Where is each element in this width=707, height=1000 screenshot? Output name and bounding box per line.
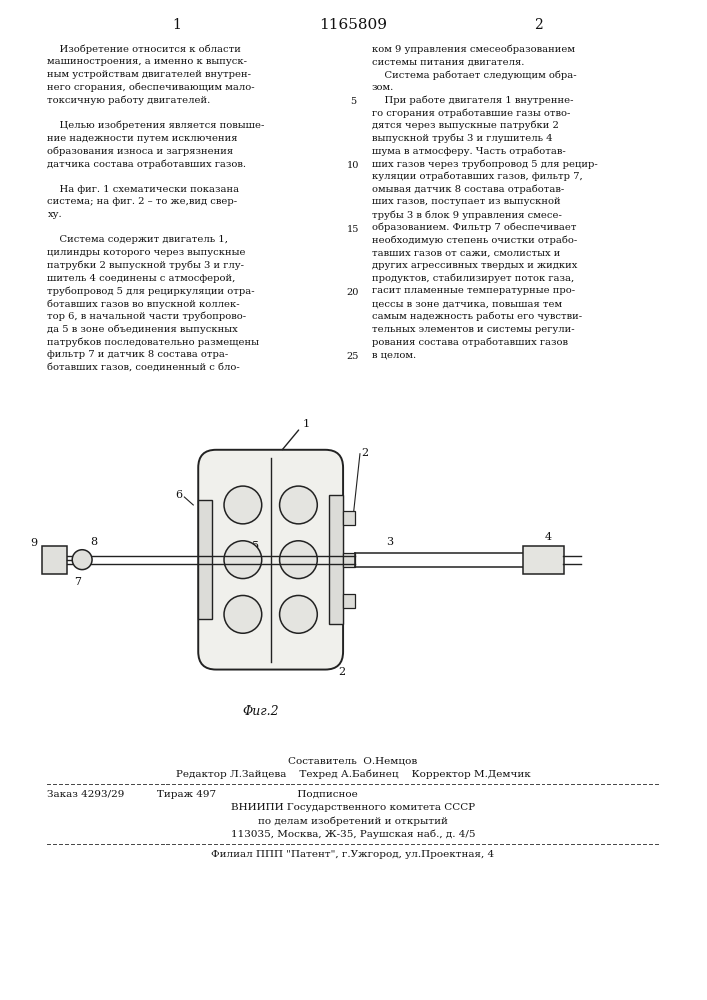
Text: машиностроения, а именно к выпуск-: машиностроения, а именно к выпуск- [47, 57, 247, 66]
Text: Заказ 4293/29          Тираж 497                         Подписное: Заказ 4293/29 Тираж 497 Подписное [47, 790, 358, 799]
Text: ших газов через трубопровод 5 для рецир-: ших газов через трубопровод 5 для рецир- [372, 159, 597, 169]
Text: патрубков последовательно размещены: патрубков последовательно размещены [47, 337, 259, 347]
Bar [329, 495, 343, 624]
Text: 113035, Москва, Ж-35, Раушская наб., д. 4/5: 113035, Москва, Ж-35, Раушская наб., д. … [230, 829, 475, 839]
Circle shape [279, 541, 317, 579]
Text: трубы 3 в блок 9 управления смесе-: трубы 3 в блок 9 управления смесе- [372, 210, 562, 220]
Text: 2: 2 [338, 667, 345, 677]
Text: токсичную работу двигателей.: токсичную работу двигателей. [47, 95, 211, 105]
Text: Изобретение относится к области: Изобретение относится к области [47, 45, 241, 54]
Text: ным устройствам двигателей внутрен-: ным устройствам двигателей внутрен- [47, 70, 252, 79]
Text: 5: 5 [350, 97, 356, 106]
Text: трубопровод 5 для рециркуляции отра-: трубопровод 5 для рециркуляции отра- [47, 286, 255, 296]
Text: ние надежности путем исключения: ние надежности путем исключения [47, 134, 238, 143]
Text: системы питания двигателя.: системы питания двигателя. [372, 57, 524, 66]
Text: омывая датчик 8 состава отработав-: омывая датчик 8 состава отработав- [372, 185, 564, 194]
Text: Редактор Л.Зайцева    Техред А.Бабинец    Корректор М.Демчик: Редактор Л.Зайцева Техред А.Бабинец Корр… [175, 769, 530, 779]
Text: шитель 4 соединены с атмосферой,: шитель 4 соединены с атмосферой, [47, 274, 236, 283]
Text: система; на фиг. 2 – то же,вид свер-: система; на фиг. 2 – то же,вид свер- [47, 197, 238, 206]
Text: го сгорания отработавшие газы отво-: го сгорания отработавшие газы отво- [372, 108, 571, 118]
Circle shape [72, 550, 92, 570]
Text: самым надежность работы его чувстви-: самым надежность работы его чувстви- [372, 312, 582, 321]
Circle shape [224, 486, 262, 524]
Text: 20: 20 [347, 288, 359, 297]
Text: дятся через выпускные патрубки 2: дятся через выпускные патрубки 2 [372, 121, 559, 130]
Text: При работе двигателя 1 внутренне-: При работе двигателя 1 внутренне- [372, 95, 573, 105]
Text: 1165809: 1165809 [319, 18, 387, 32]
Text: 9: 9 [30, 538, 37, 548]
Bar [343, 553, 355, 567]
Text: 3: 3 [386, 537, 393, 547]
Text: патрубки 2 выпускной трубы 3 и глу-: патрубки 2 выпускной трубы 3 и глу- [47, 261, 245, 270]
Text: Φиг.2: Φиг.2 [243, 705, 279, 718]
Text: ком 9 управления смесеобразованием: ком 9 управления смесеобразованием [372, 45, 575, 54]
Text: 10: 10 [347, 161, 359, 170]
Text: ху.: ху. [47, 210, 62, 219]
Text: выпускной трубы 3 и глушитель 4: выпускной трубы 3 и глушитель 4 [372, 134, 552, 143]
Text: Филиал ППП "Патент", г.Ужгород, ул.Проектная, 4: Филиал ППП "Патент", г.Ужгород, ул.Проек… [211, 850, 495, 859]
Text: зом.: зом. [372, 83, 394, 92]
Text: образования износа и загрязнения: образования износа и загрязнения [47, 146, 233, 156]
Text: 5: 5 [252, 541, 259, 551]
Text: гасит пламенные температурные про-: гасит пламенные температурные про- [372, 286, 575, 295]
Text: него сгорания, обеспечивающим мало-: него сгорания, обеспечивающим мало- [47, 83, 255, 92]
Text: 1: 1 [303, 419, 310, 429]
Text: тавших газов от сажи, смолистых и: тавших газов от сажи, смолистых и [372, 248, 560, 257]
Circle shape [224, 595, 262, 633]
Text: датчика состава отработавших газов.: датчика состава отработавших газов. [47, 159, 247, 169]
Text: 6: 6 [175, 490, 182, 500]
Text: продуктов, стабилизирует поток газа,: продуктов, стабилизирует поток газа, [372, 274, 574, 283]
Text: Составитель  О.Немцов: Составитель О.Немцов [288, 757, 418, 766]
Text: ВНИИПИ Государственного комитета СССР: ВНИИПИ Государственного комитета СССР [231, 803, 475, 812]
Text: тор 6, в начальной части трубопрово-: тор 6, в начальной части трубопрово- [47, 312, 247, 321]
Bar [198, 500, 212, 619]
Text: Целью изобретения является повыше-: Целью изобретения является повыше- [47, 121, 265, 130]
Text: ботавших газов во впускной коллек-: ботавших газов во впускной коллек- [47, 299, 240, 309]
Text: шума в атмосферу. Часть отработав-: шума в атмосферу. Часть отработав- [372, 146, 566, 156]
Text: 15: 15 [347, 225, 359, 234]
Text: куляции отработавших газов, фильтр 7,: куляции отработавших газов, фильтр 7, [372, 172, 583, 181]
Text: ботавших газов, соединенный с бло-: ботавших газов, соединенный с бло- [47, 363, 240, 372]
Text: 2: 2 [534, 18, 543, 32]
Text: да 5 в зоне объединения выпускных: да 5 в зоне объединения выпускных [47, 325, 238, 334]
Text: Система работает следующим обра-: Система работает следующим обра- [372, 70, 576, 80]
Text: Система содержит двигатель 1,: Система содержит двигатель 1, [47, 235, 228, 244]
Text: 4: 4 [545, 532, 552, 542]
Text: 7: 7 [74, 577, 81, 587]
Circle shape [279, 595, 317, 633]
Text: 25: 25 [347, 352, 359, 361]
Text: в целом.: в целом. [372, 350, 416, 359]
Bar [343, 594, 355, 608]
Text: других агрессивных твердых и жидких: других агрессивных твердых и жидких [372, 261, 577, 270]
FancyBboxPatch shape [198, 450, 343, 670]
Text: рования состава отработавших газов: рования состава отработавших газов [372, 337, 568, 347]
Bar [343, 511, 355, 525]
Text: 8: 8 [90, 537, 98, 547]
Text: ших газов, поступает из выпускной: ших газов, поступает из выпускной [372, 197, 561, 206]
Text: цилиндры которого через выпускные: цилиндры которого через выпускные [47, 248, 246, 257]
FancyBboxPatch shape [522, 546, 564, 574]
Bar [42, 546, 67, 574]
Circle shape [224, 541, 262, 579]
Text: по делам изобретений и открытий: по делам изобретений и открытий [258, 816, 448, 826]
Text: 2: 2 [361, 448, 368, 458]
Text: цессы в зоне датчика, повышая тем: цессы в зоне датчика, повышая тем [372, 299, 562, 308]
Text: 1: 1 [172, 18, 181, 32]
Circle shape [279, 486, 317, 524]
Text: необходимую степень очистки отрабо-: необходимую степень очистки отрабо- [372, 235, 577, 245]
Text: На фиг. 1 схематически показана: На фиг. 1 схематически показана [47, 185, 240, 194]
Text: фильтр 7 и датчик 8 состава отра-: фильтр 7 и датчик 8 состава отра- [47, 350, 228, 359]
Text: образованием. Фильтр 7 обеспечивает: образованием. Фильтр 7 обеспечивает [372, 223, 576, 232]
Text: тельных элементов и системы регули-: тельных элементов и системы регули- [372, 325, 575, 334]
